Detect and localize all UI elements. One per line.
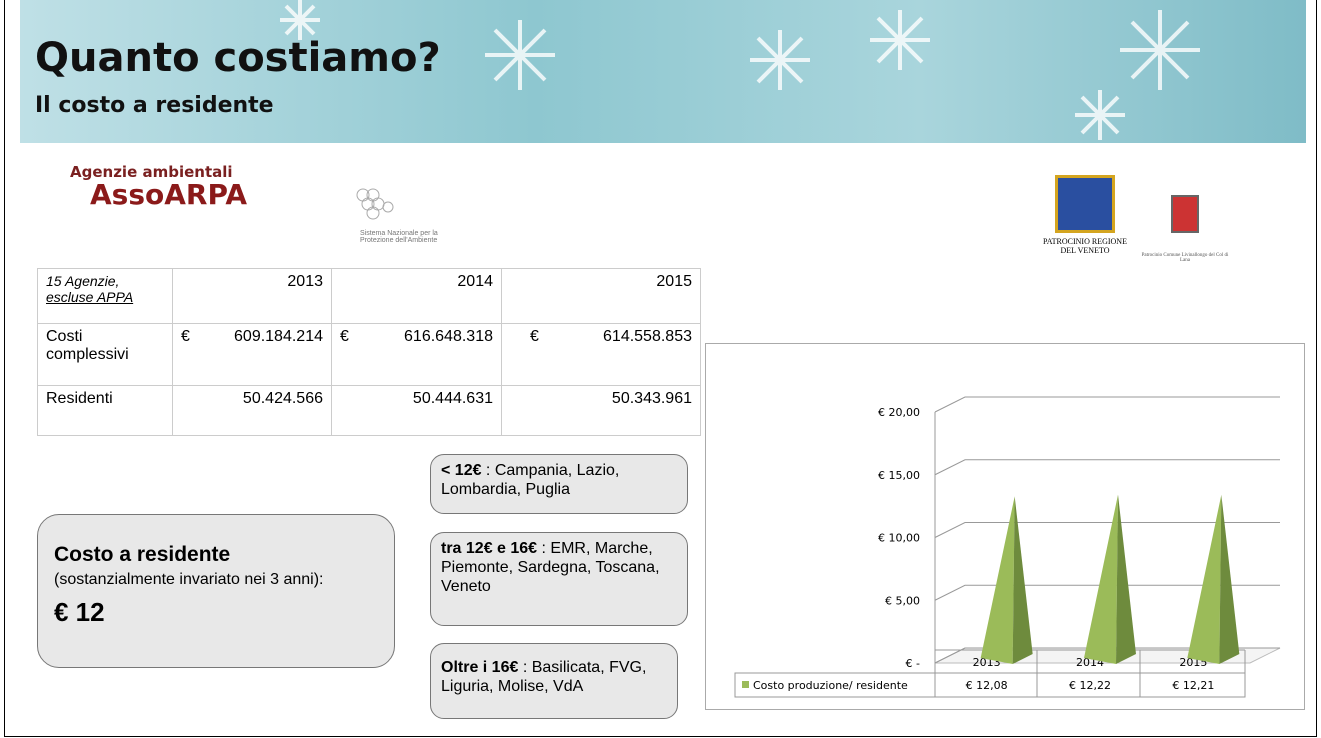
logo-icon <box>1055 175 1115 233</box>
logo-text: AssoARPA <box>90 181 290 209</box>
logo-text: Patrocinio Comune Livinallongo del Col d… <box>1140 253 1230 263</box>
table-header-cell: 2015 <box>502 269 701 324</box>
note-bold: Oltre i 16€ <box>441 659 518 676</box>
table-cell: 50.444.631 <box>332 386 502 436</box>
y-tick-label: € 5,00 <box>885 594 920 607</box>
logo-text: Sistema Nazionale per la Protezione dell… <box>360 230 450 244</box>
legend-swatch <box>742 681 749 688</box>
logo-icon <box>345 185 405 225</box>
table-cell: €609.184.214 <box>173 324 332 386</box>
table-cell: Residenti <box>38 386 173 436</box>
note-box: Oltre i 16€ : Basilicata, FVG, Liguria, … <box>430 643 678 719</box>
cost-table: 15 Agenzie,escluse APPA 2013 2014 2015 C… <box>37 268 701 436</box>
table-cell: €614.558.853 <box>502 324 701 386</box>
cell-text: 15 Agenzie, <box>46 273 164 289</box>
note-box: tra 12€ e 16€ : EMR, Marche, Piemonte, S… <box>430 532 688 626</box>
logo-snpa: Sistema Nazionale per la Protezione dell… <box>345 185 465 235</box>
title: Quanto costiamo? <box>35 35 441 81</box>
table-header-cell: 2013 <box>173 269 332 324</box>
slide: Quanto costiamo? Il costo a residente Ag… <box>0 0 1321 738</box>
y-tick-label: € - <box>906 657 920 670</box>
logo-assoarpa: Agenzie ambientali AssoARPA <box>70 163 290 233</box>
table-cell: €616.648.318 <box>332 324 502 386</box>
note-box: < 12€ : Campania, Lazio, Lombardia, Pugl… <box>430 454 688 514</box>
amount: 616.648.318 <box>404 328 493 346</box>
table-cell: 50.424.566 <box>173 386 332 436</box>
logo-veneto: PATROCINIO REGIONE DEL VENETO <box>1035 175 1135 255</box>
amount: 609.184.214 <box>234 328 323 346</box>
data-label: € 12,08 <box>966 679 1008 692</box>
note-bold: tra 12€ e 16€ <box>441 540 537 557</box>
currency: € <box>530 328 539 346</box>
data-label: € 12,21 <box>1172 679 1214 692</box>
summary-box: Costo a residente (sostanzialmente invar… <box>37 514 395 668</box>
y-tick-label: € 10,00 <box>878 532 920 545</box>
summary-value: € 12 <box>54 597 378 628</box>
data-label: € 12,22 <box>1069 679 1111 692</box>
logo-comune: Patrocinio Comune Livinallongo del Col d… <box>1140 195 1230 263</box>
table-cell: Costi complessivi <box>38 324 173 386</box>
amount: 614.558.853 <box>603 328 692 346</box>
currency: € <box>181 328 190 346</box>
y-tick-label: € 20,00 <box>878 406 920 419</box>
subtitle: Il costo a residente <box>35 93 274 118</box>
summary-note: (sostanzialmente invariato nei 3 anni): <box>54 571 378 589</box>
logo-text: PATROCINIO REGIONE DEL VENETO <box>1035 237 1135 255</box>
cell-text: escluse APPA <box>46 289 164 305</box>
table-header-cell: 2014 <box>332 269 502 324</box>
note-bold: < 12€ <box>441 462 481 479</box>
logo-icon <box>1171 195 1199 233</box>
currency: € <box>340 328 349 346</box>
summary-title: Costo a residente <box>54 543 378 567</box>
table-cell: 50.343.961 <box>502 386 701 436</box>
table-header-cell: 15 Agenzie,escluse APPA <box>38 269 173 324</box>
y-tick-label: € 15,00 <box>878 469 920 482</box>
chart: € - € 5,00 € 10,00 € 15,00 € 20,00 Costo prod… <box>705 343 1306 711</box>
legend-label: Costo produzione/ residente <box>753 679 908 692</box>
